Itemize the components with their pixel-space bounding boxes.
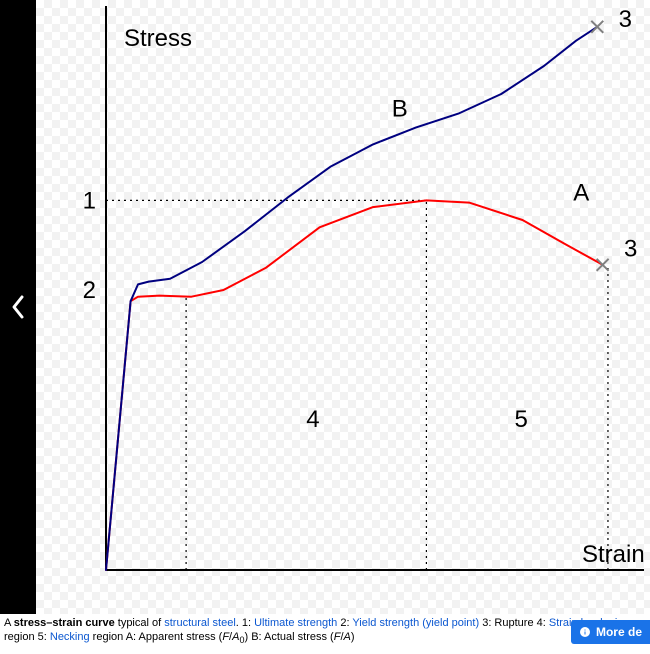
- caption-text: 2:: [337, 617, 352, 629]
- caption-text: typical of: [115, 617, 165, 629]
- annotation-5: 5: [515, 406, 528, 433]
- caption-text: . 1:: [236, 617, 254, 629]
- caption-text: ): [351, 631, 355, 643]
- curve-label-b: B: [392, 95, 408, 122]
- link-yield-strength[interactable]: Yield strength (yield point): [352, 617, 479, 629]
- info-icon: [579, 626, 591, 638]
- caption-bold: stress–strain curve: [14, 617, 115, 629]
- caption-text: region 5:: [4, 631, 50, 643]
- caption-italic: A: [344, 631, 351, 643]
- caption-text: ) B: Actual stress (: [244, 631, 333, 643]
- annotation-3: 3: [619, 6, 632, 33]
- annotation-4: 4: [306, 406, 319, 433]
- more-details-label: More de: [596, 625, 642, 639]
- chevron-left-icon[interactable]: [9, 293, 27, 321]
- curve-label-a: A: [573, 179, 589, 206]
- curve-a: [106, 200, 603, 570]
- y-axis-label: Stress: [124, 25, 192, 52]
- figure-caption: A stress–strain curve typical of structu…: [4, 616, 646, 647]
- link-structural-steel[interactable]: structural steel: [164, 617, 236, 629]
- caption-text: 3: Rupture 4:: [479, 617, 549, 629]
- link-ultimate-strength[interactable]: Ultimate strength: [254, 617, 337, 629]
- more-details-button[interactable]: More de: [571, 620, 650, 644]
- viewer-left-band: [0, 0, 36, 614]
- annotation-3: 3: [624, 235, 637, 262]
- caption-text: A: [4, 617, 14, 629]
- stress-strain-chart: Stress Strain 1 2 A B 3 3 4 5: [36, 0, 650, 614]
- x-axis-label: Strain: [582, 541, 645, 568]
- caption-text: region A: Apparent stress (: [90, 631, 223, 643]
- link-necking[interactable]: Necking: [50, 631, 90, 643]
- y-tick-label: 2: [83, 277, 96, 304]
- curve-b: [106, 27, 597, 570]
- y-tick-label: 1: [83, 187, 96, 214]
- chart-svg: Stress Strain 1 2 A B 3 3 4 5: [36, 0, 650, 614]
